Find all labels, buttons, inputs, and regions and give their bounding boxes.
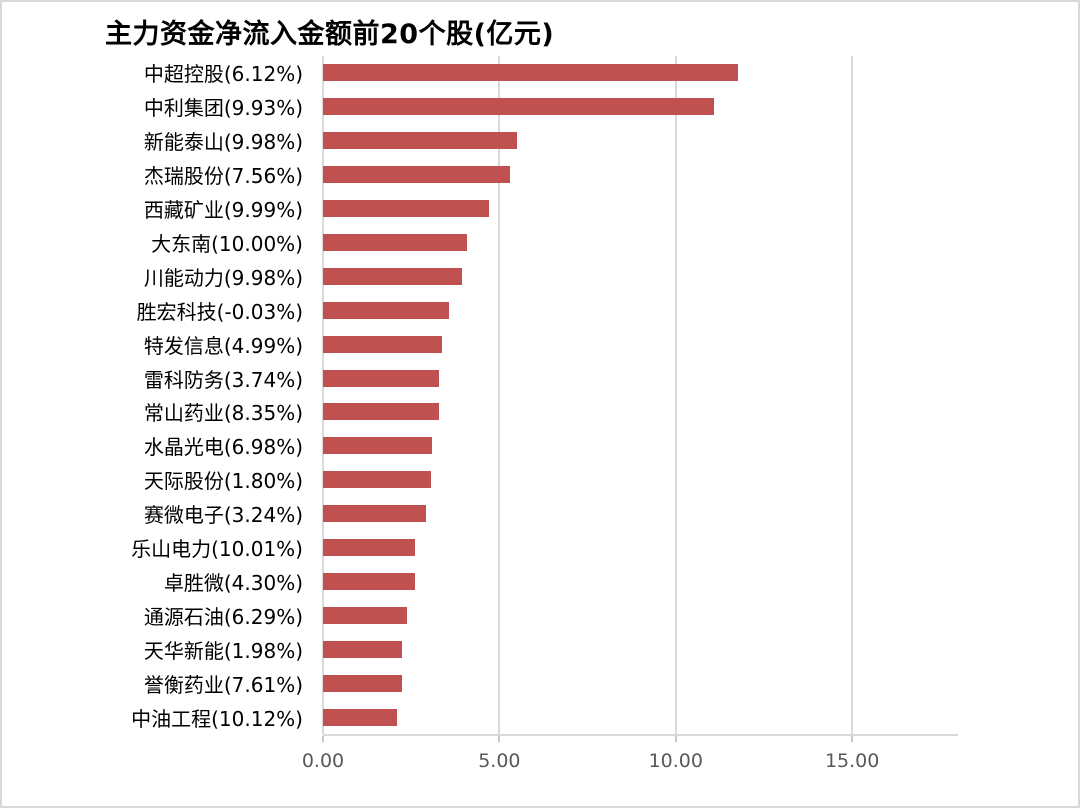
- category-label: 通源石油(6.29%): [143, 604, 303, 629]
- category-label: 常山药业(8.35%): [143, 401, 303, 426]
- bar: [323, 505, 427, 523]
- bar: [323, 166, 510, 184]
- x-axis-tick-label: 5.00: [478, 750, 521, 772]
- bar: [323, 674, 402, 692]
- bar: [323, 471, 431, 489]
- category-label: 西藏矿业(9.99%): [143, 198, 303, 223]
- bar: [323, 64, 739, 82]
- category-label: 乐山电力(10.01%): [131, 537, 303, 562]
- bar: [323, 640, 402, 658]
- gridline: [322, 56, 324, 734]
- bar: [323, 233, 467, 251]
- category-label: 中油工程(10.12%): [131, 706, 303, 731]
- x-axis-tick-label: 10.00: [648, 750, 703, 772]
- category-label: 川能动力(9.98%): [143, 265, 303, 290]
- category-label: 雷科防务(3.74%): [143, 367, 303, 392]
- chart-title: 主力资金净流入金额前20个股(亿元): [105, 19, 555, 50]
- bar: [323, 369, 440, 387]
- bar: [323, 539, 416, 557]
- x-axis-line: [323, 734, 958, 736]
- bar: [323, 98, 714, 116]
- category-label: 天华新能(1.98%): [143, 638, 303, 663]
- x-axis-tick: [498, 736, 501, 742]
- bar: [323, 403, 439, 421]
- bar: [323, 708, 398, 726]
- bar: [323, 572, 416, 590]
- bar: [323, 437, 432, 455]
- x-axis-tick: [674, 736, 677, 742]
- plot-area: [322, 56, 958, 734]
- bar: [323, 200, 490, 218]
- x-axis-tick: [322, 736, 324, 742]
- bar: [323, 301, 450, 319]
- category-label: 赛微电子(3.24%): [143, 503, 303, 528]
- gridline: [851, 56, 854, 734]
- category-label: 水晶光电(6.98%): [143, 435, 303, 460]
- x-axis-tick-label: 0.00: [301, 750, 345, 772]
- category-label: 大东南(10.00%): [151, 231, 303, 256]
- category-label: 中超控股(6.12%): [143, 62, 303, 87]
- category-label: 卓胜微(4.30%): [163, 570, 303, 595]
- gridline: [498, 56, 501, 734]
- category-label: 天际股份(1.80%): [143, 469, 303, 494]
- category-label: 新能泰山(9.98%): [143, 130, 303, 155]
- x-axis-tick-label: 15.00: [824, 750, 880, 772]
- bar: [323, 132, 518, 150]
- category-label: 胜宏科技(-0.03%): [136, 299, 303, 324]
- category-label: 中利集团(9.93%): [143, 96, 303, 121]
- bar: [323, 335, 442, 353]
- category-label: 誉衡药业(7.61%): [143, 672, 303, 697]
- category-label: 特发信息(4.99%): [143, 333, 303, 358]
- bar: [323, 267, 463, 285]
- x-axis-tick: [851, 736, 854, 742]
- bar: [323, 606, 408, 624]
- gridline: [674, 56, 677, 734]
- category-label: 杰瑞股份(7.56%): [143, 164, 303, 189]
